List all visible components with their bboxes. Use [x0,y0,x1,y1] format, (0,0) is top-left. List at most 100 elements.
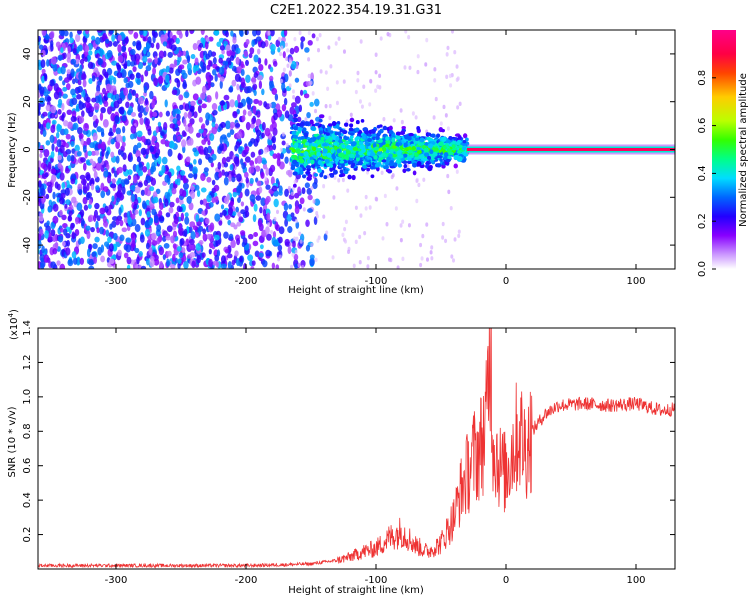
spectrogram-cell [241,150,247,158]
spectrogram-cell [71,97,78,106]
spectrogram-cell [258,186,263,194]
spectrogram-cell [274,93,279,101]
spectrogram-cell [358,99,362,104]
spectrogram-cell [324,159,330,164]
spectrogram-cell [96,227,100,234]
spectrogram-cell [44,172,49,178]
spectrogram-cell [309,80,313,85]
spectrogram-cell [336,148,342,154]
spectrogram-cell [179,199,184,206]
spectrogram-cell [351,162,356,167]
spectrogram-cell [284,238,290,246]
spectrogram-cell [332,195,336,200]
spectrogram-cell [188,164,194,172]
spectrogram-cell [197,104,202,114]
spectrogram-cell [126,264,131,269]
spectrogram-cell [63,128,69,136]
spectrogram-cell [140,265,147,269]
spectrogram-cell [441,136,447,142]
spectrogram-cell [356,78,360,83]
spectrogram-cell [107,236,112,243]
spectrogram-cell [241,115,246,122]
spectrogram-cell [261,88,265,96]
spectrogram-cell [265,195,271,203]
x-tick-label: 100 [626,575,645,586]
spectrogram-cell [311,142,318,147]
spectrogram-cell [234,144,238,152]
spectrogram-cell [295,236,299,242]
spectrogram-cell [169,123,176,129]
spectrogram-cell [61,182,66,190]
spectrogram-cell [379,36,383,41]
spectrogram-cell [407,135,412,141]
spectrogram-cell [65,83,71,91]
spectrogram-cell [80,157,86,163]
spectrogram-cell [310,151,315,156]
spectrogram-cell [243,50,249,58]
spectrogram-cell [88,77,93,84]
spectrogram-cell [127,153,131,162]
spectrogram-cell [381,146,386,152]
spectrogram-cell [306,111,311,119]
spectrogram-cell [175,37,180,45]
spectrogram-cell [443,152,449,158]
spectrogram-cell [127,216,132,225]
spectrogram-cell [182,182,189,190]
spectrogram-cell [228,60,232,66]
spectrogram-cell [291,240,296,249]
spectrogram-cell [85,96,91,103]
spectrogram-cell [135,93,139,99]
spectrogram-cell [100,163,105,172]
spectrogram-cell [385,143,390,148]
spectrogram-cell [227,207,233,216]
snr-scale-prefix: (x10 [9,317,20,340]
spectrogram-cell [133,198,139,206]
spectrogram-cell [206,76,210,83]
spectrogram-cell [433,78,437,83]
spectrogram-cell [412,170,417,176]
spectrogram-cell [117,54,124,63]
spectrogram-cell [75,33,81,43]
spectrogram-cell [279,51,283,57]
spectrogram-cell [38,35,42,42]
spectrogram-cell [450,30,454,34]
spectrogram-cell [303,121,310,127]
spectrogram-cell [453,163,458,169]
spectrogram-cell [129,73,135,80]
spectrogram-cell [333,142,338,146]
spectrogram-cell [76,256,81,265]
spectrogram-cell [252,214,257,223]
spectrogram-cell [317,48,321,53]
spectrogram-cell [130,125,137,134]
y-tick-label: 0 [22,146,33,152]
spectrogram-cell [209,222,215,232]
spectrogram-cell [427,143,434,149]
spectrogram-cell [311,91,315,96]
spectrogram-cell [431,154,436,159]
spectrogram-cell [235,56,240,65]
spectrogram-cell [223,231,229,239]
spectrogram-cell [96,30,103,33]
spectrogram-cell [59,172,65,181]
spectrogram-cell [261,132,265,139]
spectrogram-cell [136,72,140,78]
spectrogram-cell [108,30,114,35]
spectrogram-cell [80,178,87,186]
spectrogram-cell [134,224,141,233]
spectrogram-cell [70,222,74,231]
spectrogram-cell [84,44,90,53]
spectrogram-cell [448,151,454,156]
spectrogram-cell [277,47,281,53]
snr-scale-exponent: 4 [7,312,15,317]
spectrogram-cell [208,248,212,255]
spectrogram-cell [245,121,251,131]
spectrogram-cell [147,128,152,136]
spectrogram-cell [171,187,177,195]
spectrogram-cell [175,197,180,204]
spectrogram-cell [194,232,200,239]
spectrogram-cell [271,262,276,269]
spectrogram-cell [419,242,423,248]
spectrogram-cell [265,184,271,190]
spectrogram-cell [301,187,306,195]
spectrogram-cell [446,173,450,179]
